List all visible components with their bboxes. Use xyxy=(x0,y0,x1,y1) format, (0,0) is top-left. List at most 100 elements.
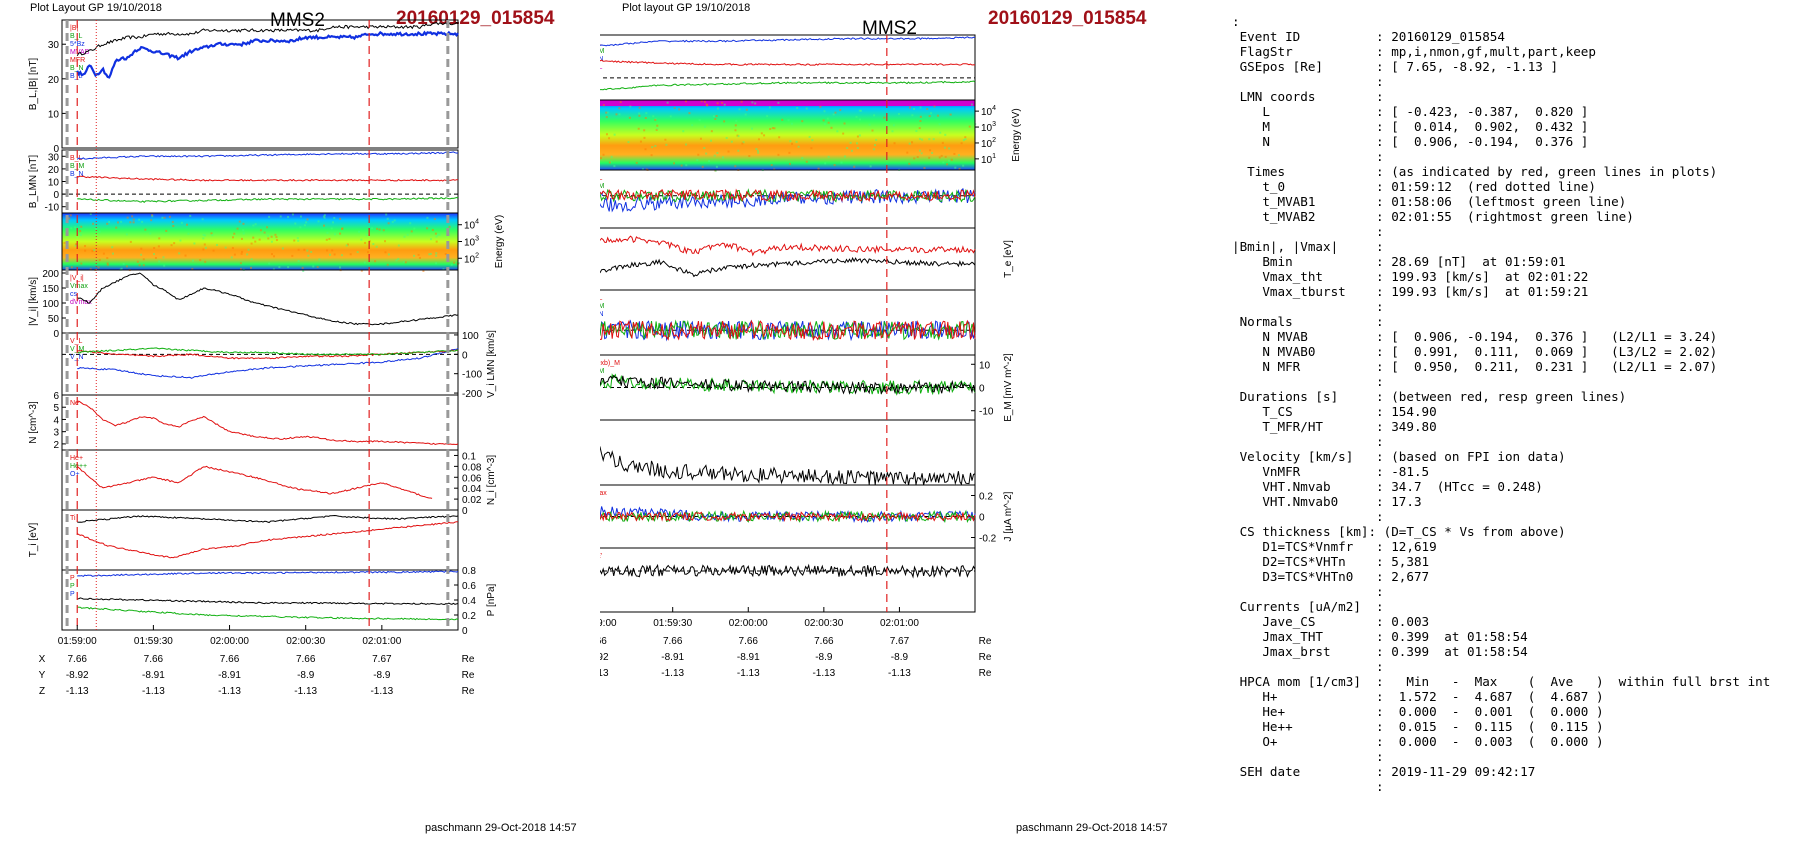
speckle xyxy=(605,116,608,119)
legend-entry: O+ xyxy=(70,471,80,478)
speckle xyxy=(919,106,922,109)
legend-entry: E_M xyxy=(600,368,605,375)
speckle xyxy=(858,109,861,112)
speckle xyxy=(375,245,378,248)
speckle xyxy=(962,139,965,142)
pos-unit: Re xyxy=(462,654,475,665)
tick-label: 20 xyxy=(48,165,60,176)
speckle xyxy=(80,225,83,228)
speckle xyxy=(154,256,157,259)
pos-value: -1.13 xyxy=(142,686,165,697)
speckle xyxy=(91,250,94,253)
speckle xyxy=(843,155,846,158)
speckle xyxy=(627,141,630,144)
speckle xyxy=(618,113,621,116)
time-tick-label: 01:59:00 xyxy=(58,636,97,647)
speckle xyxy=(830,126,833,129)
panel-ylabel: N [cm^-3] xyxy=(28,401,39,444)
speckle xyxy=(158,237,161,240)
speckle xyxy=(745,108,748,111)
speckle xyxy=(712,115,715,118)
speckle xyxy=(920,152,923,155)
speckle xyxy=(442,268,445,271)
pos-unit: Re xyxy=(979,668,992,679)
speckle xyxy=(203,243,206,246)
panel-1: 101 102 103 104 Energy (eV) xyxy=(600,99,1022,172)
speckle xyxy=(613,165,616,168)
speckle xyxy=(89,268,92,271)
speckle xyxy=(797,145,800,148)
tick-label: 0.8 xyxy=(462,566,476,577)
speckle xyxy=(697,153,700,156)
panel-ylabel: T_i [eV] xyxy=(28,523,39,558)
speckle xyxy=(760,132,763,135)
speckle xyxy=(254,240,257,243)
panel-2: 102 103 104 Energy (eV) xyxy=(61,212,505,272)
speckle xyxy=(666,101,669,104)
speckle xyxy=(382,229,385,232)
speckle xyxy=(397,257,400,260)
legend-entry: P xyxy=(70,575,75,582)
speckle xyxy=(810,147,813,150)
speckle xyxy=(173,242,176,245)
speckle xyxy=(834,111,837,114)
speckle xyxy=(111,252,114,255)
speckle xyxy=(306,218,309,221)
speckle xyxy=(69,214,72,217)
pos-unit: Re xyxy=(979,636,992,647)
speckle xyxy=(856,142,859,145)
speckle xyxy=(923,166,926,169)
speckle xyxy=(242,229,245,232)
speckle xyxy=(444,252,447,255)
speckle xyxy=(106,222,109,225)
speckle xyxy=(618,107,621,110)
time-tick-label: 02:00:30 xyxy=(804,618,843,629)
pos-unit: Re xyxy=(979,652,992,663)
speckle xyxy=(605,133,608,136)
speckle xyxy=(713,154,716,157)
speckle xyxy=(766,115,769,118)
legend-entry: V_N xyxy=(70,354,84,361)
speckle xyxy=(871,129,874,132)
speckle xyxy=(727,150,730,153)
speckle xyxy=(610,155,613,158)
speckle xyxy=(723,120,726,123)
speckle xyxy=(431,228,434,231)
spectrogram xyxy=(600,100,975,170)
series-J_M xyxy=(600,509,976,524)
speckle xyxy=(322,215,325,218)
speckle xyxy=(293,239,296,242)
speckle xyxy=(936,114,939,117)
speckle xyxy=(858,134,861,137)
speckle xyxy=(771,127,774,130)
speckle xyxy=(345,244,348,247)
speckle xyxy=(738,108,741,111)
pos-value: -8.91 xyxy=(142,670,165,681)
speckle xyxy=(191,268,194,271)
series-B_L xyxy=(76,151,459,160)
pos-value: 7.67 xyxy=(372,654,392,665)
panel-ylabel: V_i LMN [km/s] xyxy=(486,330,497,398)
speckle xyxy=(331,249,334,252)
speckle xyxy=(318,258,321,261)
speckle xyxy=(258,238,261,241)
series-B_M xyxy=(600,59,976,66)
time-tick-label: 01:59:30 xyxy=(653,618,692,629)
speckle xyxy=(435,252,438,255)
legend-entry: V_L xyxy=(600,175,603,182)
right-spacecraft-title: MMS2 xyxy=(862,18,917,39)
speckle xyxy=(891,130,894,133)
speckle xyxy=(224,246,227,249)
speckle xyxy=(79,233,82,236)
speckle xyxy=(734,165,737,168)
speckle xyxy=(856,147,859,150)
speckle xyxy=(106,257,109,260)
speckle xyxy=(360,269,363,272)
legend-entry: P xyxy=(70,591,75,598)
speckle xyxy=(429,252,432,255)
pos-value: 7.66 xyxy=(220,654,240,665)
speckle xyxy=(384,251,387,254)
speckle xyxy=(673,106,676,109)
speckle xyxy=(111,246,114,249)
